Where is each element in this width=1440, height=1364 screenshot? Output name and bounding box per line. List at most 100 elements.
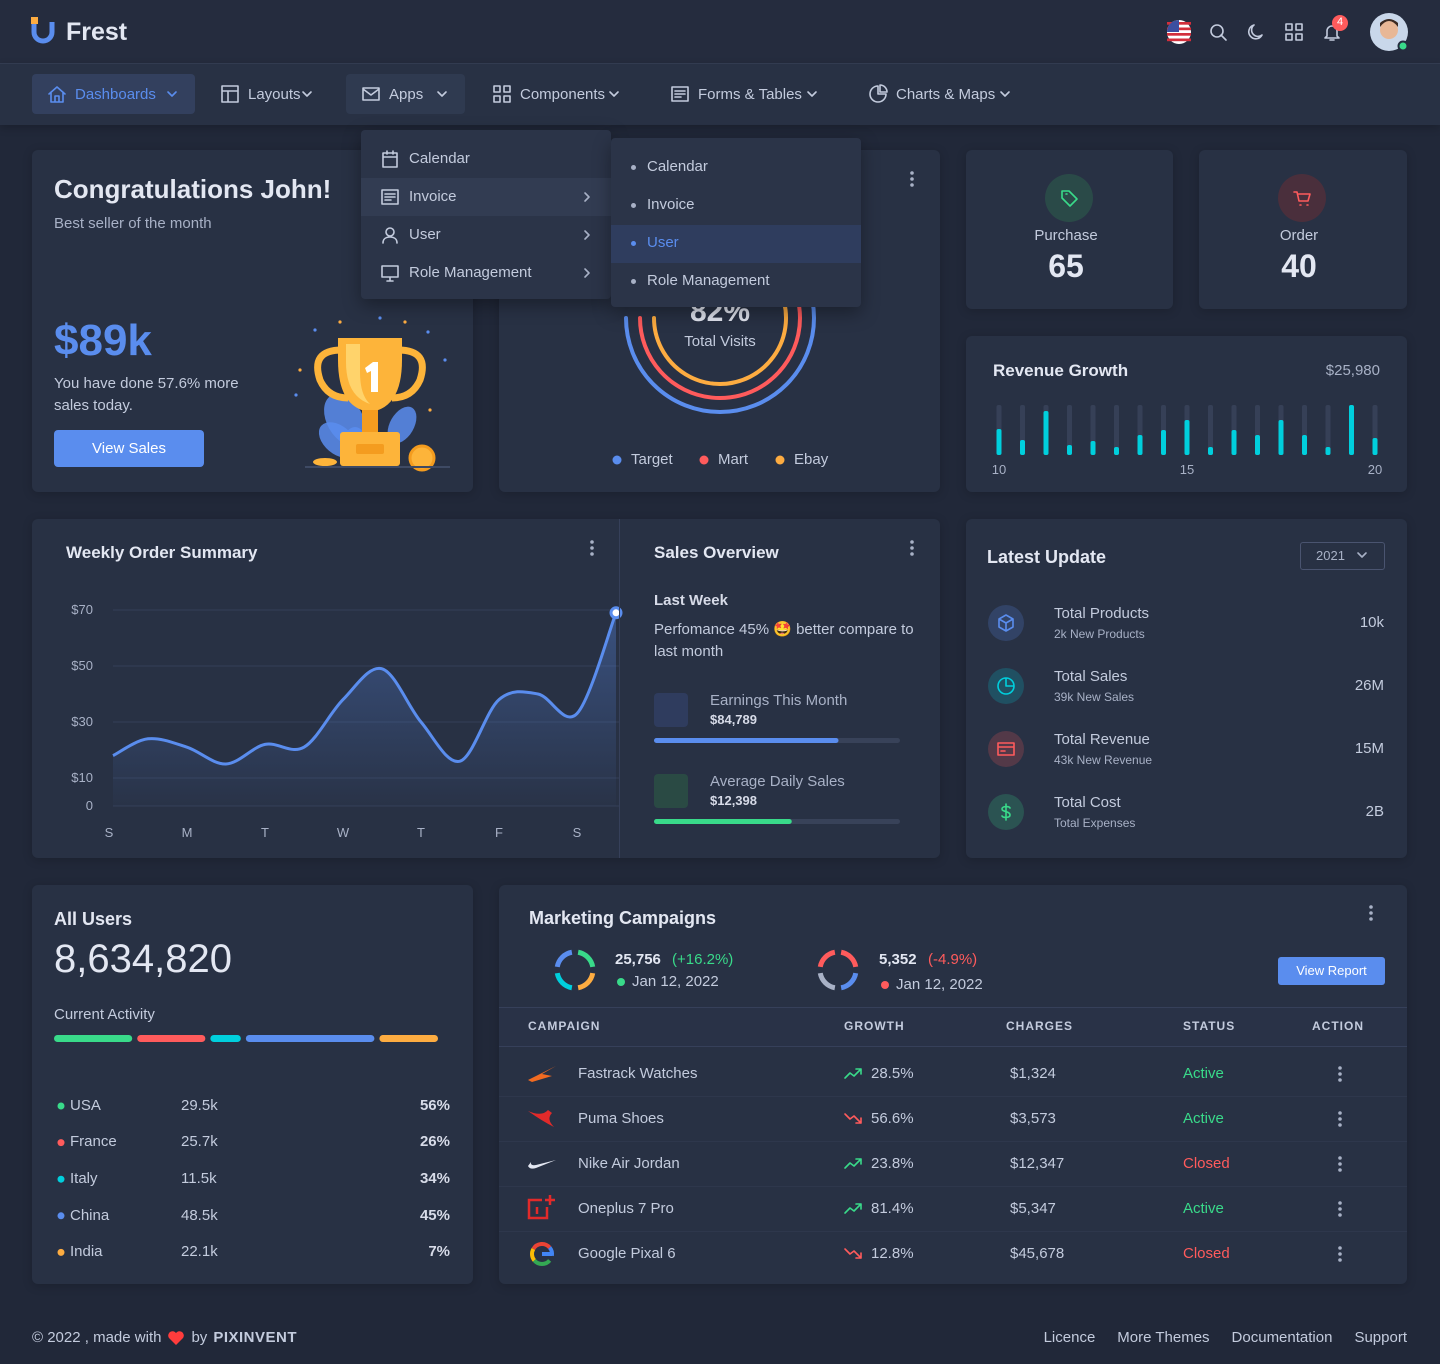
- x-tick-label: 20: [1367, 461, 1383, 477]
- x-tick-label: M: [181, 824, 193, 840]
- metric-label: Earnings This Month: [710, 691, 848, 709]
- trophy-handles: [314, 346, 426, 402]
- update-subtitle: 43k New Revenue: [1054, 752, 1153, 767]
- dot: [1338, 1246, 1342, 1250]
- purchase-value: 65: [1048, 248, 1084, 285]
- footer-link[interactable]: Documentation: [1231, 1329, 1333, 1346]
- form-icon: [671, 86, 689, 102]
- submenu-item[interactable]: Invoice: [647, 195, 695, 213]
- trend-icon: [844, 1203, 862, 1214]
- progress-fill: [654, 819, 792, 824]
- bar: [1137, 435, 1143, 455]
- submenu-item[interactable]: Calendar: [647, 157, 708, 175]
- nav-item[interactable]: Forms & Tables: [698, 85, 802, 103]
- purchase-icon-bg: [1045, 174, 1093, 222]
- growth-value: 12.8%: [871, 1244, 914, 1262]
- brand-name: Frest: [66, 17, 128, 46]
- menu-item[interactable]: Invoice: [409, 187, 457, 205]
- confetti: [426, 330, 430, 334]
- dot: [1369, 905, 1373, 909]
- performance-text: Perfomance 45% 🤩 better compare to last …: [654, 621, 914, 660]
- nav-item[interactable]: Layouts: [248, 85, 301, 103]
- submenu-item[interactable]: User: [647, 233, 679, 251]
- dot: [1338, 1258, 1342, 1262]
- line-area: [113, 612, 616, 806]
- country-count: 25.7k: [181, 1133, 218, 1151]
- footer-link[interactable]: Support: [1354, 1329, 1407, 1346]
- chevr-icon: [584, 192, 590, 202]
- revenue-amount: $25,980: [1325, 361, 1380, 379]
- footer-link[interactable]: Licence: [1043, 1329, 1096, 1346]
- column-header: STATUS: [1183, 1018, 1236, 1033]
- footer-left: © 2022 , made with by PIXINVENT: [32, 1329, 297, 1346]
- bar: [1020, 440, 1025, 455]
- column-header: CAMPAIGN: [528, 1018, 601, 1033]
- card-title: Sales Overview: [654, 543, 779, 563]
- mini-donut: [577, 972, 596, 991]
- bar-track: [1067, 405, 1072, 455]
- chev-icon: [807, 91, 817, 97]
- view-sales-button[interactable]: View Sales: [54, 430, 204, 467]
- year-select[interactable]: [1300, 542, 1385, 570]
- dot: [1338, 1123, 1342, 1127]
- view-report-button[interactable]: View Report: [1278, 957, 1385, 985]
- card-title: Weekly Order Summary: [66, 543, 258, 563]
- dot: [1338, 1117, 1342, 1121]
- campaign-name: Puma Shoes: [578, 1109, 664, 1127]
- x-tick-label: S: [104, 824, 114, 840]
- card-title: All Users: [54, 908, 133, 929]
- line: [112, 612, 618, 766]
- order-label: Order: [1279, 226, 1319, 244]
- column-header: CHARGES: [1006, 1018, 1074, 1033]
- metric-icon-bg: [654, 774, 688, 808]
- country-count: 11.5k: [181, 1169, 217, 1187]
- dot: [1338, 1168, 1342, 1172]
- x-tick-label: 15: [1179, 461, 1195, 477]
- update-subtitle: 39k New Sales: [1054, 689, 1135, 704]
- update-title: Total Cost: [1054, 793, 1121, 811]
- purchase-label: Purchase: [1034, 226, 1098, 244]
- nav-item[interactable]: Apps: [389, 85, 424, 103]
- country-name: India: [70, 1243, 103, 1261]
- dot: [910, 540, 914, 544]
- x-tick-label: W: [336, 824, 350, 840]
- activity-segment: [54, 1035, 133, 1042]
- submenu-item[interactable]: Role Management: [647, 271, 770, 289]
- nav-item[interactable]: Charts & Maps: [896, 85, 996, 103]
- country-name: China: [70, 1206, 110, 1224]
- growth-value: 28.5%: [871, 1064, 914, 1082]
- bar: [1090, 441, 1096, 455]
- dot: [910, 171, 914, 175]
- stat-dot: [881, 981, 889, 989]
- y-tick-label: 0: [85, 797, 93, 813]
- notification-badge: [1332, 15, 1348, 31]
- latest-update-card: [966, 519, 1407, 858]
- activity-segment: [137, 1035, 206, 1042]
- mail-icon: [362, 87, 380, 101]
- bar: [1043, 411, 1049, 455]
- flag-stripe: [1167, 33, 1191, 36]
- user-total: 8,634,820: [54, 937, 232, 982]
- progress-fill: [654, 738, 839, 743]
- user-icon: [382, 227, 398, 244]
- campaign-logo: [528, 1110, 554, 1127]
- footer-link[interactable]: More Themes: [1117, 1329, 1210, 1346]
- nav-item[interactable]: Dashboards: [75, 85, 156, 103]
- menu-item[interactable]: Calendar: [409, 149, 470, 167]
- column-header: ACTION: [1312, 1018, 1364, 1033]
- card-subtitle: Best seller of the month: [54, 214, 212, 232]
- tag-icon: [1061, 190, 1078, 207]
- country-dot: [57, 1212, 65, 1220]
- update-value: 2B: [1365, 802, 1384, 820]
- charges-value: $12,347: [1010, 1154, 1065, 1172]
- activity-label: Current Activity: [54, 1005, 155, 1023]
- menu-item[interactable]: User: [409, 225, 441, 243]
- dot: [1338, 1072, 1342, 1076]
- bar: [1278, 420, 1284, 455]
- chev-icon: [1000, 91, 1010, 97]
- menu-item[interactable]: Role Management: [409, 263, 532, 281]
- country-count: 22.1k: [181, 1243, 218, 1261]
- nav-item[interactable]: Components: [520, 85, 606, 103]
- country-count: 48.5k: [181, 1206, 218, 1224]
